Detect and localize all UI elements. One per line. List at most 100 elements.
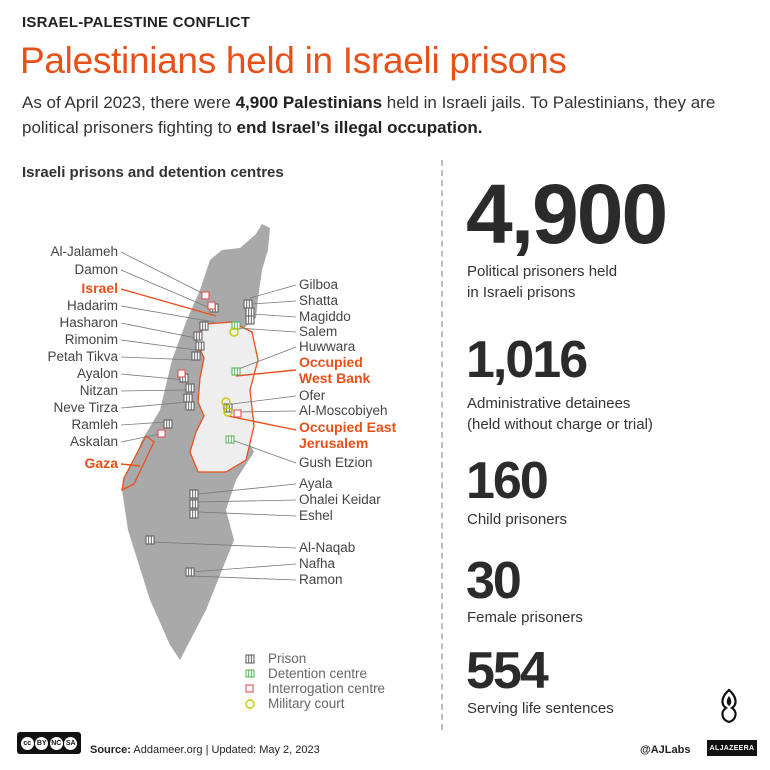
label-rimonim: Rimonim bbox=[65, 332, 118, 347]
leader-hadarim bbox=[120, 305, 215, 323]
detention-marker bbox=[245, 669, 255, 678]
label-salem: Salem bbox=[299, 324, 337, 339]
label-hasharon: Hasharon bbox=[59, 315, 118, 330]
leader-hasharon bbox=[120, 322, 197, 339]
leader-shatta bbox=[251, 300, 297, 305]
interrogation-marker bbox=[207, 301, 216, 310]
label-occupied: Occupied bbox=[299, 354, 363, 370]
interrogation-marker bbox=[233, 409, 242, 418]
legend-label: Military court bbox=[268, 696, 345, 711]
prison-marker bbox=[245, 315, 255, 325]
prison-marker bbox=[245, 654, 255, 664]
stat-life-sentences-value: 554 bbox=[466, 642, 549, 700]
label-nafha: Nafha bbox=[299, 556, 336, 571]
leader-west-bank bbox=[235, 369, 297, 377]
source-credit: Source: Addameer.org | Updated: May 2, 2… bbox=[90, 744, 320, 756]
stat-life-sentences-label: Serving life sentences bbox=[467, 700, 614, 717]
label-jerusalem: Jerusalem bbox=[299, 435, 368, 451]
leader-al-jalameh bbox=[120, 251, 205, 295]
label-gush-etzion: Gush Etzion bbox=[299, 455, 373, 470]
label-al-naqab: Al-Naqab bbox=[299, 540, 355, 555]
footer: cc BY NC SA Source: Addameer.org | Updated:… bbox=[0, 688, 770, 770]
label-ramleh: Ramleh bbox=[71, 417, 118, 432]
social-handle: @AJLabs bbox=[640, 744, 691, 756]
leader-al-naqab bbox=[151, 541, 297, 549]
legend-item-prison: Prison bbox=[245, 651, 306, 666]
creative-commons-badge: cc BY NC SA bbox=[17, 732, 81, 754]
leader-nitzan bbox=[120, 389, 187, 392]
page-title: Palestinians held in Israeli prisons bbox=[20, 40, 567, 81]
label-al-moscobiyeh: Al-Moscobiyeh bbox=[299, 403, 388, 418]
stat-child-prisoners-label: Child prisoners bbox=[467, 511, 568, 528]
prison-marker bbox=[163, 419, 173, 429]
label-gilboa: Gilboa bbox=[299, 277, 339, 292]
prison-marker bbox=[191, 351, 201, 361]
label-israel: Israel bbox=[81, 280, 118, 296]
prison-marker bbox=[193, 331, 203, 341]
stat-political-prisoners-value: 4,900 bbox=[466, 167, 668, 261]
leader-israel bbox=[120, 288, 217, 317]
label-askalan: Askalan bbox=[70, 434, 118, 449]
leader-al-moscobiyeh bbox=[235, 410, 297, 413]
leader-ayala bbox=[197, 483, 297, 495]
label-huwwara: Huwwara bbox=[299, 339, 356, 354]
label-nitzan: Nitzan bbox=[80, 383, 118, 398]
leader-damon bbox=[120, 269, 211, 309]
west-bank bbox=[189, 321, 259, 473]
stat-child-prisoners-value: 160 bbox=[466, 452, 549, 510]
leader-huwwara bbox=[235, 346, 297, 371]
stat-administrative-detainees-label: Administrative detainees (held without ch… bbox=[467, 395, 653, 433]
label-petah-tikva: Petah Tikva bbox=[47, 349, 118, 364]
label-ayalon: Ayalon bbox=[77, 366, 118, 381]
leader-gush-etzion bbox=[231, 439, 297, 464]
legend-item-interrogation: Interrogation centre bbox=[245, 681, 385, 696]
prison-marker bbox=[189, 499, 199, 509]
prison-marker bbox=[199, 321, 209, 331]
leader-askalan bbox=[120, 433, 161, 443]
label-al-jalameh: Al-Jalameh bbox=[50, 244, 118, 259]
military-court-marker bbox=[229, 327, 239, 337]
stat-administrative-detainees-value: 1,016 bbox=[466, 331, 588, 389]
leader-petah-tikva bbox=[120, 356, 197, 361]
leader-east-jerusalem bbox=[227, 415, 297, 431]
label-damon: Damon bbox=[74, 262, 118, 277]
prison-marker bbox=[185, 567, 195, 577]
leader-gaza bbox=[120, 463, 141, 467]
stat-political-prisoners-label: Political prisoners held in Israeli priso… bbox=[467, 263, 618, 301]
legend-item-court: Military court bbox=[245, 696, 345, 711]
military-court-marker bbox=[221, 397, 231, 407]
label-ofer: Ofer bbox=[299, 388, 326, 403]
leader-rimonim bbox=[120, 339, 197, 351]
leader-ayalon bbox=[120, 373, 187, 381]
interrogation-marker bbox=[177, 369, 186, 378]
legend-item-detention: Detention centre bbox=[245, 666, 367, 681]
detention-marker bbox=[231, 367, 241, 376]
prison-marker bbox=[245, 307, 255, 317]
label-west-bank: West Bank bbox=[299, 370, 371, 386]
map-title: Israeli prisons and detention centres bbox=[22, 164, 284, 181]
label-ohalei-keidar: Ohalei Keidar bbox=[299, 492, 381, 507]
brand-wordmark: ALJAZEERA bbox=[707, 740, 757, 756]
prison-marker bbox=[185, 383, 195, 393]
leader-gilboa bbox=[249, 284, 297, 299]
prison-marker bbox=[145, 535, 155, 545]
prison-marker bbox=[185, 401, 195, 411]
leader-magiddo bbox=[251, 313, 297, 318]
prison-marker bbox=[189, 489, 199, 499]
prison-marker bbox=[243, 299, 253, 309]
legend-label: Prison bbox=[268, 651, 306, 666]
aljazeera-logo-icon bbox=[721, 688, 737, 724]
military-court-marker bbox=[245, 699, 255, 709]
label-magiddo: Magiddo bbox=[299, 309, 351, 324]
leader-eshel bbox=[197, 511, 297, 517]
legend-label: Interrogation centre bbox=[268, 681, 385, 696]
label-neve-tirza: Neve Tirza bbox=[53, 400, 118, 415]
stat-female-prisoners-value: 30 bbox=[466, 552, 522, 610]
column-divider bbox=[441, 160, 443, 730]
leader-salem bbox=[237, 327, 297, 333]
leader-ohalei-keidar bbox=[197, 499, 297, 503]
label-shatta: Shatta bbox=[299, 293, 339, 308]
stat-female-prisoners-label: Female prisoners bbox=[467, 609, 583, 626]
label-hadarim: Hadarim bbox=[67, 298, 118, 313]
label-ayala: Ayala bbox=[299, 476, 333, 491]
